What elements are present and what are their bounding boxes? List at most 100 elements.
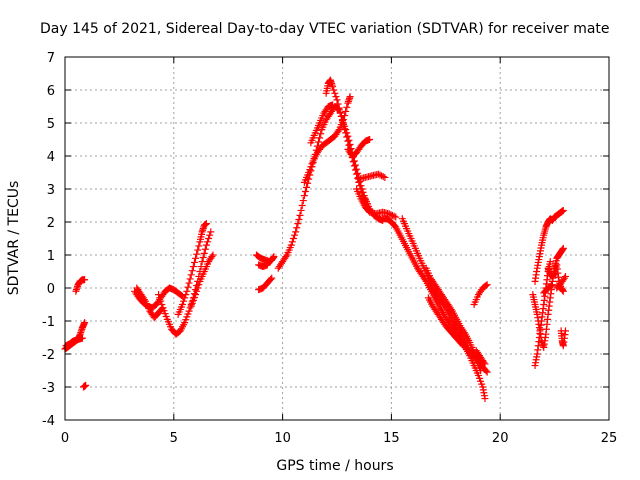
data-point: [267, 275, 275, 283]
data-point: [547, 282, 555, 290]
y-tick-label: -2: [42, 348, 55, 363]
data-point: [317, 130, 325, 138]
x-axis-label: GPS time / hours: [276, 458, 393, 474]
data-point: [190, 258, 198, 266]
x-tick-label: 0: [61, 431, 69, 446]
data-point: [378, 172, 386, 180]
x-axis-ticks: 0 5 10 15 20 25: [61, 57, 617, 446]
data-point: [299, 197, 307, 205]
data-point: [287, 241, 295, 249]
data-point: [480, 358, 488, 366]
data-point: [374, 170, 382, 178]
y-tick-label: 5: [47, 117, 55, 132]
data-point: [186, 275, 194, 283]
data-point: [293, 224, 301, 232]
data-point: [192, 254, 200, 262]
data-point: [156, 294, 164, 302]
data-point: [204, 238, 212, 246]
data-point: [337, 112, 345, 120]
data-point: [199, 253, 207, 261]
data-point: [209, 251, 217, 259]
data-point: [78, 334, 86, 342]
data-point: [559, 206, 567, 214]
data-point: [388, 211, 396, 219]
y-axis-label: SDTVAR / TECUs: [6, 181, 22, 296]
data-point: [202, 241, 210, 249]
data-point: [342, 107, 350, 115]
data-point: [206, 231, 214, 239]
data-point: [303, 183, 311, 191]
data-point: [353, 170, 361, 178]
data-point: [351, 166, 359, 174]
data-point: [392, 213, 400, 221]
data-point: [185, 307, 193, 315]
data-point: [330, 86, 338, 94]
data-point: [270, 253, 278, 261]
data-point: [268, 274, 276, 282]
data-point: [460, 329, 468, 337]
data-point: [81, 276, 89, 284]
data-point: [82, 381, 90, 389]
y-tick-label: 3: [47, 183, 55, 198]
data-point: [329, 101, 337, 109]
data-point: [329, 83, 337, 91]
data-point: [458, 341, 466, 349]
data-point: [483, 281, 491, 289]
data-point: [333, 96, 341, 104]
data-point: [300, 192, 308, 200]
y-tick-label: 4: [47, 150, 55, 165]
data-point: [390, 212, 398, 220]
data-point: [343, 103, 351, 111]
data-point: [342, 129, 350, 137]
data-point: [187, 271, 195, 279]
data-point: [297, 206, 305, 214]
data-point: [301, 187, 309, 195]
data-point: [157, 297, 165, 305]
y-tick-label: 0: [47, 282, 55, 297]
chart-title: Day 145 of 2021, Sidereal Day-to-day VTE…: [40, 21, 610, 37]
data-point: [291, 231, 299, 239]
data-point: [180, 297, 188, 305]
data-point: [207, 228, 215, 236]
data-point: [343, 133, 351, 141]
data-point: [193, 287, 201, 295]
data-point: [194, 284, 202, 292]
data-point: [184, 283, 192, 291]
data-point: [356, 182, 364, 190]
x-tick-label: 25: [601, 431, 618, 446]
data-point: [193, 250, 201, 258]
data-point: [181, 294, 189, 302]
data-point: [376, 171, 384, 179]
data-point: [200, 249, 208, 257]
data-point: [459, 342, 467, 350]
data-point: [198, 258, 206, 266]
data-point: [340, 121, 348, 129]
data-point: [561, 272, 569, 280]
data-point: [155, 291, 163, 299]
data-point: [201, 245, 209, 253]
data-point: [288, 238, 296, 246]
data-point: [282, 253, 290, 261]
data-point: [548, 281, 556, 289]
data-point: [481, 395, 489, 403]
y-tick-label: 1: [47, 249, 55, 264]
y-axis-ticks: -4 -3 -2 -1 0 1 2 3 4 5 6 7: [42, 51, 609, 429]
data-point: [334, 100, 342, 108]
x-tick-label: 5: [170, 431, 178, 446]
data-point: [447, 305, 455, 313]
data-point: [381, 173, 389, 181]
data-point: [81, 319, 89, 327]
data-point: [296, 211, 304, 219]
data-point: [482, 282, 490, 290]
y-tick-label: -1: [42, 315, 55, 330]
data-point: [358, 188, 366, 196]
data-point: [344, 137, 352, 145]
data-point: [182, 291, 190, 299]
data-point: [186, 304, 194, 312]
data-point: [366, 136, 374, 143]
x-tick-label: 15: [383, 431, 400, 446]
data-point: [292, 228, 300, 236]
data-point: [560, 274, 568, 282]
